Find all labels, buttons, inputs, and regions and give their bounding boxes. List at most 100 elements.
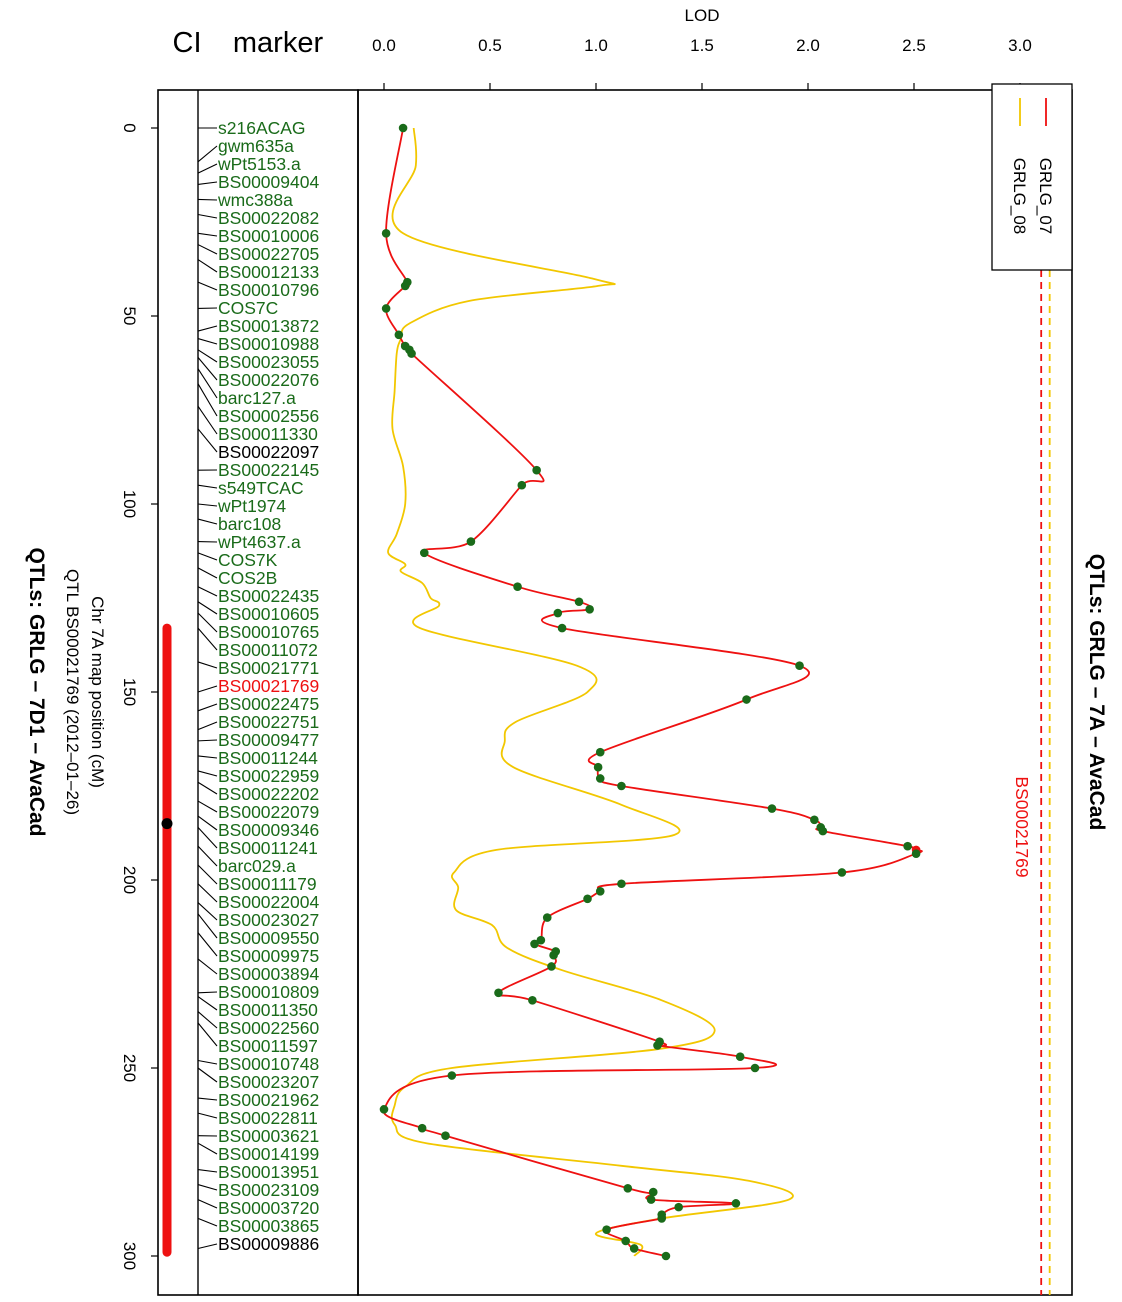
- marker-label: BS00011350: [218, 1000, 318, 1020]
- marker-label: BS00011241: [218, 838, 318, 858]
- data-point: [557, 623, 567, 633]
- marker-label: BS00010765: [218, 622, 319, 642]
- marker-connector: [197, 213, 218, 219]
- marker-label: COS2B: [218, 568, 277, 588]
- data-point: [742, 695, 751, 704]
- marker-label: BS00003720: [218, 1198, 319, 1218]
- marker-label: BS00010988: [218, 334, 319, 354]
- marker-label: BS00013872: [218, 316, 319, 336]
- marker-connector: [197, 1243, 218, 1250]
- marker-label: barc029.a: [218, 856, 296, 876]
- left-title: QTLs: GRLG – 7D1 – AvaCad: [25, 547, 48, 836]
- marker-label: BS00022811: [218, 1108, 318, 1128]
- marker-label: wPt4637.a: [217, 532, 301, 552]
- marker-label: BS00011597: [218, 1036, 318, 1056]
- data-point: [398, 123, 408, 133]
- marker-connector: [197, 1199, 218, 1209]
- series-line-grlg-08: [387, 127, 794, 1257]
- marker-connector: [197, 845, 218, 867]
- position-tick-label: 300: [120, 1242, 139, 1270]
- marker-label: BS00003621: [218, 1126, 319, 1146]
- data-point: [595, 886, 605, 896]
- marker-connector: [197, 913, 218, 939]
- marker-label: BS00011330: [218, 424, 318, 444]
- marker-label: BS00023027: [218, 910, 319, 930]
- marker-connector: [197, 770, 218, 777]
- marker-label: BS00003894: [218, 964, 319, 984]
- marker-connector: [197, 232, 218, 237]
- marker-connector: [197, 958, 218, 975]
- marker-connector: [197, 567, 218, 579]
- data-point: [447, 1071, 457, 1080]
- data-point: [419, 548, 429, 558]
- marker-label: BS00002556: [218, 406, 319, 426]
- position-tick-label: 250: [120, 1054, 139, 1082]
- marker-label: wmc388a: [217, 190, 293, 210]
- data-point: [536, 935, 546, 945]
- marker-label: BS00021771: [218, 658, 319, 678]
- marker-connector: [197, 627, 218, 651]
- marker-connector: [197, 163, 218, 174]
- data-point: [585, 604, 594, 614]
- marker-label: BS00022079: [218, 802, 319, 822]
- marker-connector: [197, 1184, 218, 1191]
- lod-tick-label: 3.0: [1008, 36, 1032, 55]
- data-point: [528, 996, 537, 1005]
- marker-connector: [197, 685, 218, 693]
- marker-label: BS00009886: [218, 1234, 319, 1254]
- lod-tick-label: 2.5: [902, 36, 926, 55]
- marker-connector: [197, 181, 218, 185]
- data-point: [574, 597, 584, 607]
- lod-panel-frame: [357, 89, 1073, 1296]
- marker-label: BS00013951: [218, 1162, 319, 1182]
- lod-tick-label: 2.0: [796, 36, 820, 55]
- data-point: [549, 950, 558, 960]
- marker-connector: [197, 518, 218, 525]
- data-point: [810, 815, 819, 825]
- data-point: [818, 826, 828, 836]
- data-point: [750, 1063, 760, 1073]
- data-point: [553, 608, 563, 618]
- data-point: [466, 537, 476, 546]
- position-tick-label: 100: [120, 490, 139, 518]
- position-tick-label: 50: [120, 307, 139, 326]
- data-point: [617, 781, 626, 791]
- lod-tick-label: 1.5: [690, 36, 714, 55]
- marker-connector: [197, 325, 218, 332]
- marker-label: BS00022475: [218, 694, 319, 714]
- marker-connector: [197, 1067, 218, 1083]
- marker-label: gwm635a: [218, 136, 294, 156]
- marker-label: BS00022004: [218, 892, 319, 912]
- marker-connector: [197, 428, 218, 453]
- marker-connector: [197, 755, 218, 759]
- marker-label: BS00022202: [218, 784, 319, 804]
- data-point: [407, 349, 416, 358]
- marker-connector: [197, 815, 218, 831]
- marker-label: BS00023055: [218, 352, 319, 372]
- lod-tick-label: 1.0: [584, 36, 608, 55]
- series-line-grlg-07: [382, 127, 923, 1257]
- marker-connector: [197, 996, 218, 1011]
- marker-connector: [197, 357, 218, 381]
- marker-label: wPt1974: [217, 496, 286, 516]
- data-point: [542, 913, 552, 922]
- position-tick-label: 0: [120, 123, 139, 132]
- marker-label: barc127.a: [218, 388, 296, 408]
- marker-label: BS00023207: [218, 1072, 319, 1092]
- marker-label: s216ACAG: [218, 118, 306, 138]
- marker-label: BS00022751: [218, 712, 319, 732]
- data-point: [441, 1131, 450, 1140]
- data-point: [648, 1187, 658, 1197]
- marker-label: BS00023109: [218, 1180, 319, 1200]
- marker-connector: [197, 1168, 218, 1173]
- data-point: [646, 1195, 656, 1204]
- data-point: [595, 774, 605, 783]
- marker-label: BS00003865: [218, 1216, 319, 1236]
- data-point: [417, 1123, 427, 1133]
- marker-connector: [197, 405, 218, 435]
- marker-connector: [197, 1097, 218, 1101]
- marker-connector: [197, 383, 218, 417]
- marker-connector: [197, 586, 218, 597]
- data-point: [629, 1244, 639, 1253]
